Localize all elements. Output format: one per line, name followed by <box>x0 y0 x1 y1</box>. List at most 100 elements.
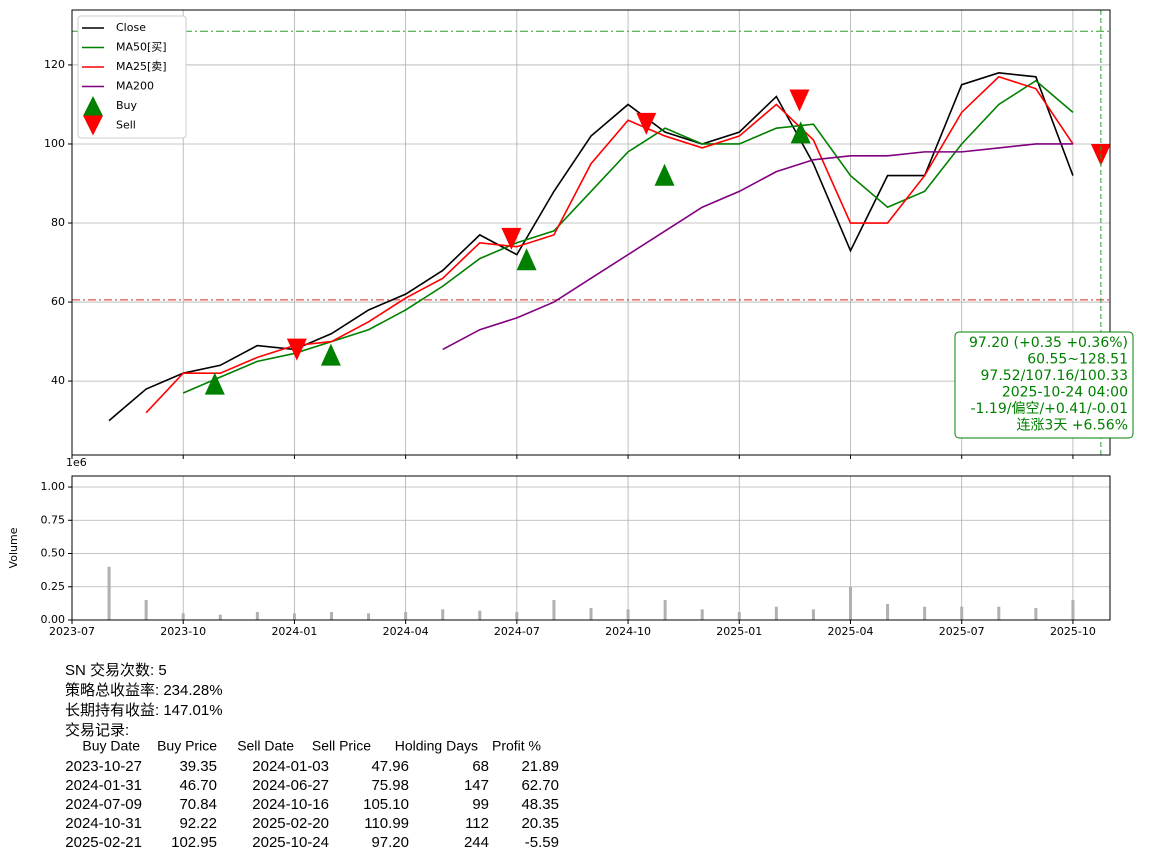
buy-marker <box>654 163 675 186</box>
x-tick-label: 2024-04 <box>383 625 429 638</box>
table-header: Buy Price <box>157 738 217 754</box>
table-header: Sell Price <box>312 738 371 754</box>
y-axis-label: Volume <box>7 527 20 568</box>
annotation-box <box>954 331 1134 439</box>
table-cell: 2024-01-31 <box>65 777 142 794</box>
annotation-text: 97.52/107.16/100.33 <box>981 368 1129 384</box>
volume-bar <box>367 613 371 620</box>
table-cell: 2025-10-24 <box>252 834 329 851</box>
buy-marker <box>516 248 537 271</box>
frame <box>71 475 1111 621</box>
table-cell: 62.70 <box>521 777 559 794</box>
volume-bar <box>515 612 519 620</box>
legend-label: MA200 <box>116 80 154 93</box>
sell-marker <box>789 89 810 112</box>
volume-bar <box>441 609 445 620</box>
volume-bar <box>886 604 890 620</box>
volume-bar <box>255 612 259 620</box>
y-tick-label: 100 <box>44 137 65 150</box>
annotation-text: 连涨3天 +6.56% <box>1016 418 1128 434</box>
table-cell: 68 <box>472 758 489 775</box>
volume-bar <box>663 600 667 620</box>
x-tick-label: 2024-01 <box>271 625 317 638</box>
table-cell: 20.35 <box>521 815 559 832</box>
table-cell: 110.99 <box>364 815 409 832</box>
y-tick-label: 0.25 <box>41 580 66 593</box>
table-cell: 92.22 <box>179 815 217 832</box>
volume-bar <box>144 600 148 620</box>
volume-bar <box>478 610 482 620</box>
table-cell: 2025-02-21 <box>65 834 142 851</box>
table-cell: 105.10 <box>363 796 409 813</box>
legend-label: Sell <box>116 119 136 132</box>
table-cell: 2024-06-27 <box>252 777 329 794</box>
volume-bar <box>849 586 852 620</box>
table-cell: 46.70 <box>179 777 217 794</box>
volume-bar <box>960 606 964 620</box>
volume-bar <box>1034 608 1038 620</box>
legend-label: MA25[卖] <box>116 60 167 73</box>
table-cell: 75.98 <box>371 777 409 794</box>
table-cell: 2024-07-09 <box>65 796 142 813</box>
annotation-text: 97.20 (+0.35 +0.36%) <box>969 335 1128 351</box>
legend-label: Close <box>116 21 146 34</box>
volume-bar <box>626 609 630 620</box>
x-tick-label: 2025-04 <box>828 625 874 638</box>
volume-bar <box>292 613 296 620</box>
volume-bar <box>404 612 408 620</box>
volume-bar <box>589 608 593 620</box>
annotation-text: 2025-10-24 04:00 <box>1002 385 1128 401</box>
table-cell: 99 <box>472 796 489 813</box>
table-cell: 39.35 <box>179 758 217 775</box>
x-tick-label: 2023-07 <box>49 625 95 638</box>
table-cell: 102.95 <box>171 834 217 851</box>
table-cell: 2024-10-31 <box>65 815 142 832</box>
volume-bar <box>218 614 222 620</box>
buy-marker <box>320 343 341 366</box>
x-tick-label: 2023-10 <box>160 625 206 638</box>
volume-bar <box>811 609 815 620</box>
x-tick-label: 2025-07 <box>939 625 985 638</box>
y-tick-label: 80 <box>51 216 65 229</box>
report-line: 长期持有收益: 147.01% <box>65 702 223 719</box>
y-tick-label: 40 <box>51 374 65 387</box>
legend-box <box>77 15 187 139</box>
volume-bar <box>774 606 778 620</box>
table-cell: 2025-02-20 <box>252 815 329 832</box>
table-cell: 48.35 <box>521 796 559 813</box>
sell-marker <box>501 227 522 250</box>
table-cell: 2024-10-16 <box>252 796 329 813</box>
volume-bar <box>737 612 741 620</box>
volume-bar <box>1071 600 1075 620</box>
table-cell: 244 <box>464 834 489 851</box>
x-tick-label: 2024-10 <box>605 625 651 638</box>
buy-marker <box>204 372 225 395</box>
volume-bar <box>923 606 927 620</box>
volume-bar <box>181 613 185 620</box>
annotation-text: 60.55~128.51 <box>1027 352 1128 368</box>
legend-marker <box>83 96 103 116</box>
table-cell: 2024-01-03 <box>252 758 329 775</box>
sell-marker <box>636 112 657 135</box>
table-cell: 97.20 <box>371 834 409 851</box>
price-line <box>442 143 1073 351</box>
volume-bar <box>997 606 1001 620</box>
volume-bar <box>700 609 704 620</box>
report-line: 策略总收益率: 234.28% <box>65 682 223 699</box>
x-tick-label: 2025-10 <box>1050 625 1096 638</box>
axis-offset-label: 1e6 <box>66 456 87 469</box>
frame <box>71 9 1111 456</box>
buy-marker <box>790 121 811 144</box>
table-header: Buy Date <box>82 738 140 754</box>
table-cell: 70.84 <box>179 796 217 813</box>
annotation-text: -1.19/偏空/+0.41/-0.01 <box>971 401 1129 417</box>
y-tick-label: 0.50 <box>41 547 66 560</box>
volume-bar <box>552 600 556 620</box>
table-cell: -5.59 <box>525 834 559 851</box>
legend-label: MA50[买] <box>116 41 167 54</box>
table-header: Profit % <box>492 738 541 754</box>
y-tick-label: 120 <box>44 58 65 71</box>
table-header: Sell Date <box>237 738 294 754</box>
table-cell: 2023-10-27 <box>65 758 142 775</box>
